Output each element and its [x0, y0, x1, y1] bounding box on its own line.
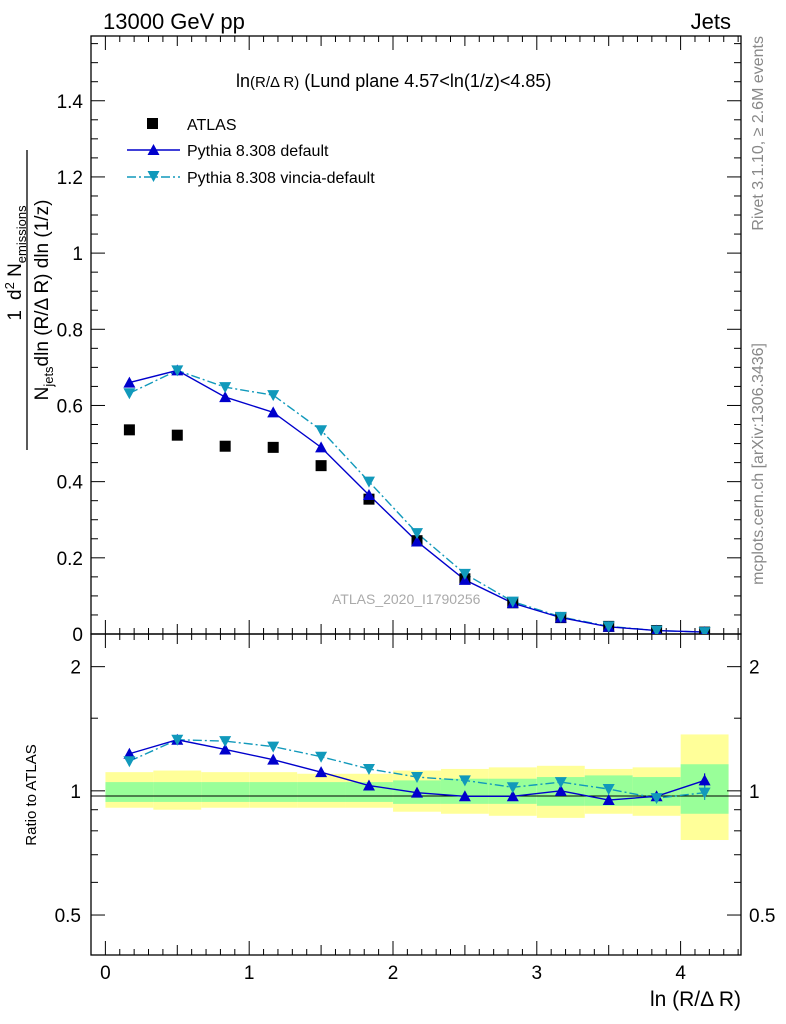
svg-text:Njetsdln (R/Δ R) dln (1/z): Njetsdln (R/Δ R) dln (1/z)	[32, 200, 56, 401]
ratio-y-tick-label-right: 0.5	[749, 906, 775, 927]
analysis-watermark: ATLAS_2020_I1790256	[332, 591, 481, 607]
legend-marker-atlas	[147, 118, 158, 129]
main-point-atlas	[123, 424, 135, 436]
main-point-pythia-vincia	[362, 476, 375, 488]
main-point-pythia-vincia	[219, 382, 232, 394]
ratio-point-pythia-vincia	[698, 787, 711, 799]
main-point-pythia-vincia	[602, 621, 615, 633]
legend-marker-pythia-vincia	[147, 171, 160, 182]
main-point-atlas	[267, 441, 279, 453]
main-y-tick-label: 0.6	[57, 396, 83, 417]
ratio-y-tick-label-right: 2	[749, 658, 760, 679]
main-y-tick-label: 0.4	[57, 473, 84, 494]
ratio-y-tick-label-left: 2	[70, 658, 81, 679]
legend: ATLAS Pythia 8.308 default Pythia 8.308 …	[127, 117, 375, 187]
svg-text:d2 Nemissions: d2 Nemissions	[2, 205, 29, 300]
main-point-pythia-vincia	[650, 625, 663, 634]
main-y-tick-label: 1	[72, 244, 83, 265]
ratio-y-tick-label-left: 0.5	[55, 906, 81, 927]
ratio-point-pythia-default	[267, 753, 280, 765]
ratio-panel-frame	[90, 633, 742, 956]
main-point-pythia-vincia	[411, 528, 424, 540]
main-y-tick-label: 0.8	[57, 320, 83, 341]
ratio-point-pythia-vincia	[458, 775, 471, 787]
main-point-pythia-vincia	[506, 596, 519, 608]
ratio-axis-ticks: 0 1 2 3 4 0.5 0.5 1 1 2 2	[55, 634, 775, 984]
ratio-y-tick-label-left: 1	[70, 782, 81, 803]
ratio-point-pythia-vincia	[602, 784, 615, 796]
main-point-pythia-vincia	[698, 627, 711, 634]
main-point-pythia-vincia	[123, 388, 136, 400]
ratio-point-pythia-default	[698, 774, 711, 786]
ratio-point-pythia-default	[602, 794, 615, 806]
main-point-atlas	[315, 460, 327, 472]
ratio-series-layer	[123, 733, 711, 806]
legend-label-atlas: ATLAS	[187, 117, 237, 134]
main-point-pythia-default	[362, 488, 375, 500]
x-tick-label: 0	[100, 963, 111, 984]
x-tick-label: 4	[675, 963, 686, 984]
x-tick-label: 3	[532, 963, 543, 984]
main-point-pythia-default	[123, 376, 136, 388]
ratio-band-inner	[153, 782, 202, 802]
main-point-pythia-default	[219, 391, 232, 403]
ratio-point-pythia-vincia	[506, 782, 519, 794]
main-point-pythia-vincia	[554, 611, 567, 623]
x-tick-label: 1	[244, 963, 255, 984]
x-tick-label: 2	[388, 963, 399, 984]
main-point-pythia-default	[267, 406, 280, 418]
main-point-pythia-vincia	[315, 425, 328, 437]
main-series-layer	[123, 364, 711, 634]
ratio-point-pythia-default	[362, 779, 375, 791]
main-y-tick-label: 1.4	[57, 92, 84, 113]
ratio-point-pythia-vincia	[362, 763, 375, 775]
main-point-pythia-vincia	[267, 390, 280, 402]
main-point-atlas	[219, 440, 231, 452]
ratio-point-pythia-vincia	[123, 756, 136, 768]
main-point-pythia-default	[315, 441, 328, 453]
ratio-y-axis-label: Ratio to ATLAS	[23, 744, 40, 845]
main-y-tick-label: 0	[72, 625, 83, 646]
ratio-point-pythia-default	[554, 784, 567, 796]
main-point-pythia-default	[411, 535, 424, 547]
ratio-point-pythia-default	[315, 766, 328, 778]
process-label: Jets	[691, 9, 731, 34]
main-point-pythia-vincia	[171, 365, 184, 377]
ratio-point-pythia-vincia	[554, 777, 567, 789]
ratio-point-pythia-vincia	[315, 751, 328, 763]
main-point-atlas	[171, 429, 183, 441]
legend-label-pythia-vincia: Pythia 8.308 vincia-default	[187, 170, 375, 187]
main-y-tick-label: 0.2	[57, 549, 83, 570]
ratio-point-pythia-vincia	[171, 734, 184, 746]
ratio-y-tick-label-right: 1	[749, 782, 760, 803]
ratio-band-inner	[249, 782, 298, 802]
mcplots-label: mcplots.cern.ch [arXiv:1306.3436]	[750, 343, 767, 585]
ratio-band-inner	[297, 782, 346, 802]
collision-label: 13000 GeV pp	[103, 9, 245, 34]
rivet-label: Rivet 3.1.10, ≥ 2.6M events	[750, 36, 767, 231]
ratio-point-pythia-default	[123, 747, 136, 759]
ratio-point-pythia-default	[411, 786, 424, 798]
main-y-axis-label: Njetsdln (R/Δ R) dln (1/z) 1 d2 Nemissio…	[2, 150, 56, 450]
main-axis-ticks: 0 0.2 0.4 0.6 0.8 1 1.2 1.4	[57, 36, 741, 646]
plot-title: ln(R/Δ R) (Lund plane 4.57<ln(1/z)<4.85)	[236, 71, 551, 91]
ratio-band-inner	[201, 782, 250, 802]
ratio-point-pythia-vincia	[219, 736, 232, 748]
svg-text:1: 1	[5, 310, 26, 321]
ratio-point-pythia-vincia	[411, 772, 424, 784]
ratio-point-pythia-default	[506, 790, 519, 802]
ratio-band-inner	[105, 782, 154, 802]
legend-label-pythia-default: Pythia 8.308 default	[187, 143, 329, 160]
main-point-pythia-vincia	[458, 568, 471, 580]
legend-marker-pythia-default	[147, 144, 160, 155]
main-y-tick-label: 1.2	[57, 168, 83, 189]
ratio-uncertainty-bands	[105, 734, 729, 841]
ratio-point-pythia-vincia	[650, 793, 663, 805]
x-axis-label: ln (R/Δ R)	[650, 988, 741, 1011]
ratio-point-pythia-default	[219, 743, 232, 755]
ratio-point-pythia-vincia	[267, 741, 280, 753]
ratio-point-pythia-default	[458, 790, 471, 802]
